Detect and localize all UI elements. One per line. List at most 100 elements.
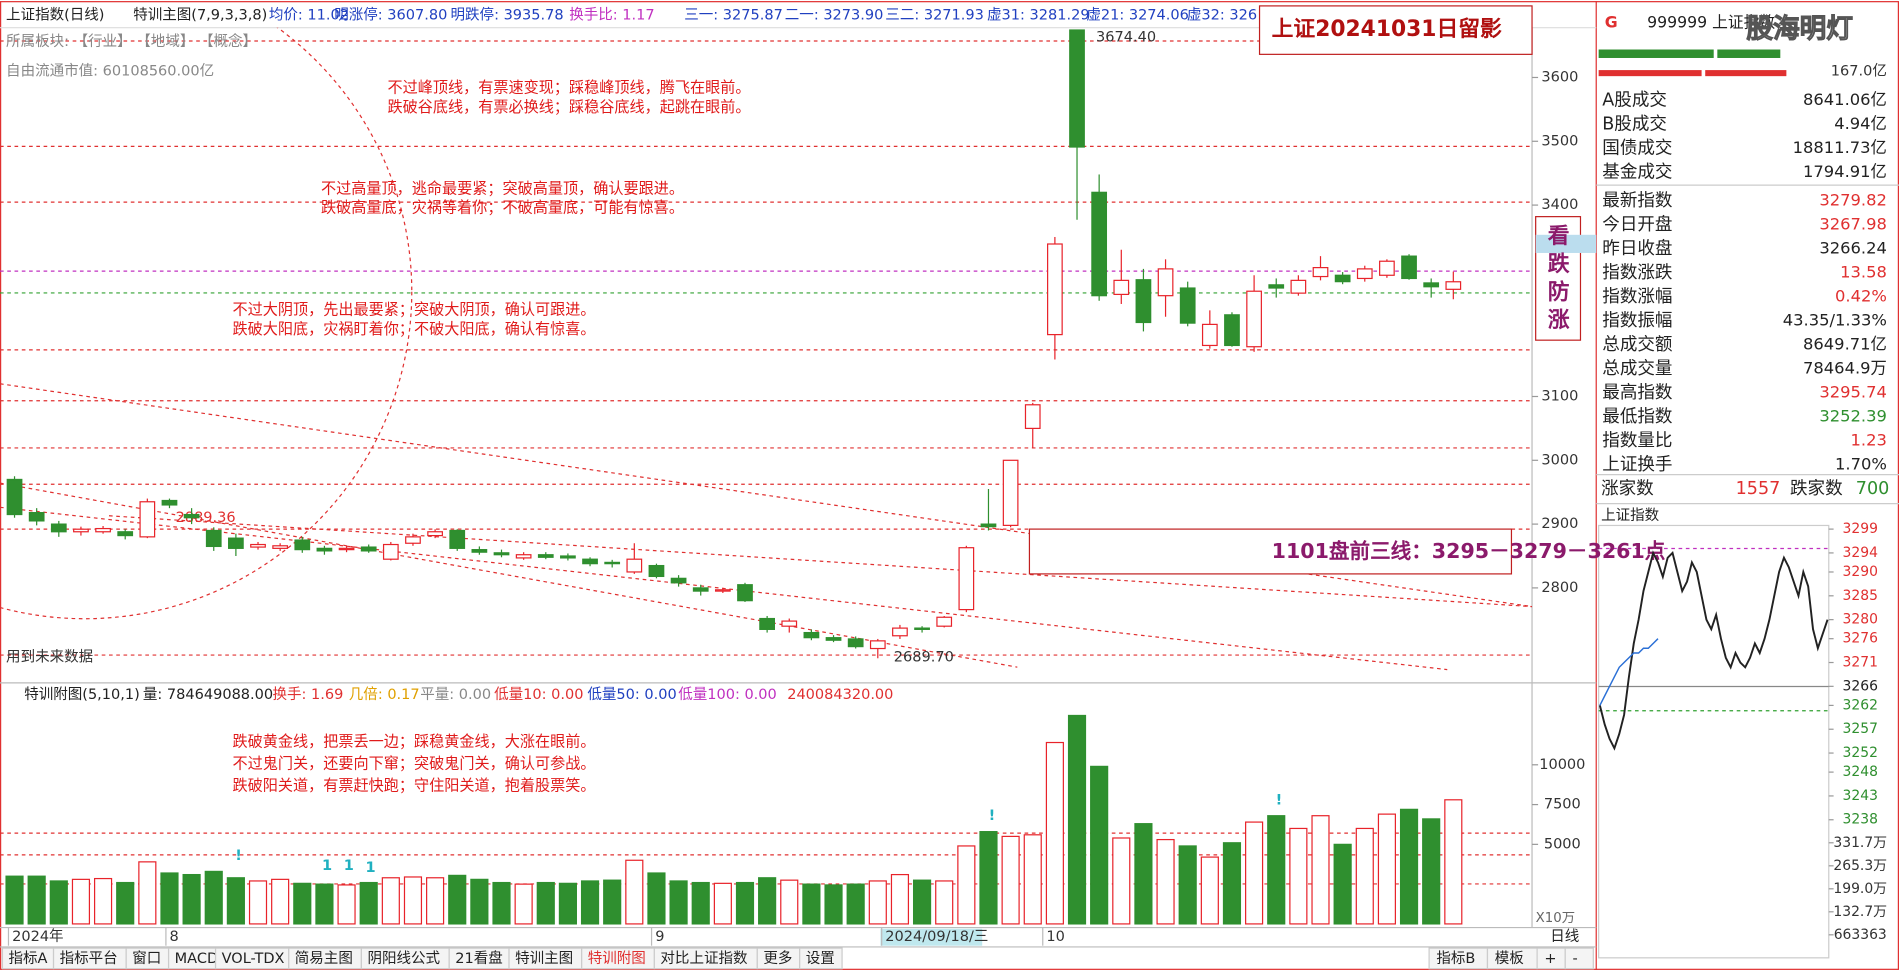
tab-label[interactable]: 对比上证指数 [660,950,748,967]
marker: ! [989,808,996,824]
date-label: 2024年 [12,928,63,945]
note: 不过鬼门关，还要向下窜；突破鬼门关，确认可参战。 [233,755,596,773]
note: 跌破阳关道，有票赶快跑；守住阳关道，抱着股票笑。 [233,776,596,794]
volume-bar [713,882,732,925]
volume-bar [1112,837,1131,925]
intraday-average [1599,638,1659,706]
quote-label: 最低指数 [1602,407,1673,427]
future-data: 用到未来数据 [6,648,93,665]
note: 不过大阴顶，先出最要紧；突破大阴顶，确认可跟进。 [233,300,596,318]
marker: 1 [322,858,332,874]
y-tick-label: 3238 [1843,812,1878,828]
tab-label[interactable]: - [1572,951,1577,967]
candle-body [803,631,820,639]
volume-bar [1090,765,1109,925]
tab[interactable] [1564,947,1594,970]
candle-body [1290,279,1307,294]
volume-bar [93,877,113,925]
tab-label[interactable]: 简易主图 [295,950,353,967]
marker: 1 [344,858,354,874]
tab-label[interactable]: 指标B [1436,950,1475,967]
tab-label[interactable]: 阴阳线公式 [367,950,440,967]
header-item: 均价: 11.02 [269,7,349,24]
header-item: 明涨停: 3607.80 [334,7,447,24]
y-tick-label: 2800 [1541,580,1578,596]
candle-body [714,589,731,592]
marker: ! [235,848,242,864]
plan-box [1028,528,1513,575]
candle-body [360,546,377,552]
candle-body [1312,267,1329,278]
candle-body [1401,255,1417,280]
tab-label[interactable]: 指标A [8,950,47,967]
candle-body [427,531,443,537]
tab-label[interactable]: 21看盘 [455,949,503,967]
tab[interactable] [799,947,843,970]
volume-header: 低量50: 0.00 [587,686,676,703]
quote-value: 18811.73亿 [1793,138,1887,157]
candle-body [250,543,266,548]
volume-bar [448,874,467,925]
tab-label[interactable]: 特训主图 [515,950,573,967]
candle-body [1002,459,1019,526]
tab-label[interactable]: 指标平台 [60,950,118,967]
candle-body [759,617,775,630]
tab-label[interactable]: 设置 [806,950,835,967]
tab-label[interactable]: 模板 [1495,949,1525,967]
quote-label: 指数涨跌 [1602,263,1672,283]
candle-body [1445,281,1462,290]
volume-bar [359,881,378,925]
volume-bar [470,878,489,925]
tab-label[interactable]: MACD [175,951,219,967]
candle-body [471,549,488,553]
y-tick-label: 3257 [1843,721,1878,737]
candle-body [6,478,23,516]
volume-bar [1156,838,1175,925]
volume-bar [1067,714,1087,925]
y-tick-label: 3100 [1541,388,1578,404]
y-tick-label: 3276 [1843,631,1878,647]
quote-value: 3267.98 [1819,215,1887,234]
stamp-box [1258,5,1533,55]
quote-label: 指数量比 [1602,431,1672,451]
header-item: 三一: 3275.87 [684,8,783,24]
candle-body [958,547,975,611]
volume-header: 几倍: 0.17 [349,686,420,703]
volume-bar [669,880,688,925]
y-tick-label: 663363 [1834,927,1887,943]
quote-label: 最新指数 [1602,191,1673,211]
candle-body [1069,29,1085,148]
volume-bar [182,873,201,925]
volume-bar [1023,834,1042,925]
tab-label[interactable]: 特训附图 [588,950,646,967]
candle-body [183,513,200,519]
tab-label[interactable]: 更多 [763,950,792,967]
volume-bar [647,872,666,925]
candle-body [228,537,244,549]
quote-value: 1.23 [1851,430,1887,449]
quote-label: 总成交量 [1602,359,1672,379]
ratio-bar [1598,70,1702,77]
y-tick-label: 3262 [1843,697,1878,713]
volume-header: 平量: 0.00 [420,687,491,703]
header-item: 虚31: 3281.29 [987,7,1090,24]
breadth: 涨家数 [1601,479,1654,499]
tab-label[interactable]: 窗口 [132,949,161,967]
y-tick-label: 3243 [1843,788,1878,804]
low-label: 2689.70 [894,649,954,665]
volume-bar [890,873,910,925]
volume-bar [514,883,533,925]
header-item: 明跌停: 3935.78 [451,7,564,24]
tab-label[interactable]: + [1544,951,1556,967]
volume-bar [5,875,24,925]
y-tick-label: 3600 [1541,69,1578,85]
code-line: 999999 上证指数 [1647,12,1775,31]
tab-label[interactable]: VOL-TDX [222,951,285,967]
volume-bar [1289,827,1308,925]
volume-bar [1422,818,1441,925]
y-tick-label: 3500 [1541,133,1578,149]
volume-bar [558,882,577,925]
quote-label: 指数振幅 [1602,311,1672,331]
